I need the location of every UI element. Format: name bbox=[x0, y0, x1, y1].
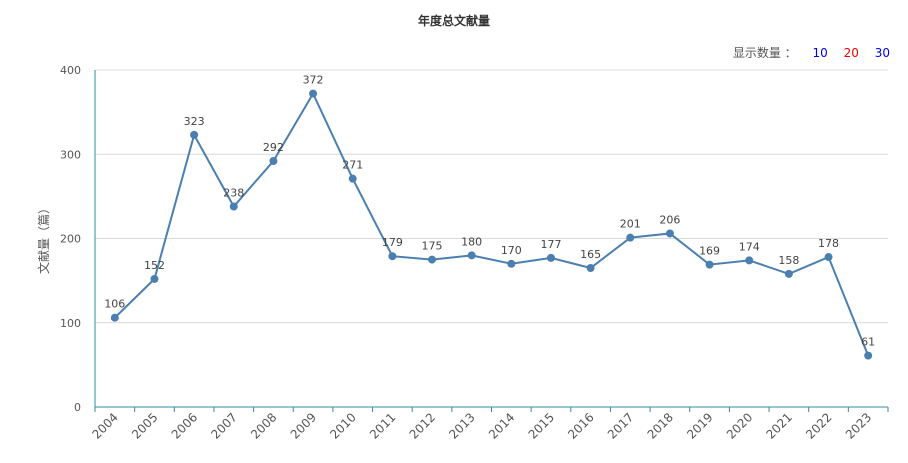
data-label: 175 bbox=[422, 240, 443, 253]
data-point bbox=[269, 156, 278, 165]
x-tick-label: 2010 bbox=[327, 410, 358, 441]
x-tick-label: 2016 bbox=[565, 410, 596, 441]
y-axis-label: 文献量（篇） bbox=[36, 202, 51, 274]
data-point bbox=[864, 351, 873, 360]
data-point bbox=[229, 202, 238, 211]
data-label: 106 bbox=[104, 298, 125, 311]
y-tick-label: 400 bbox=[60, 64, 81, 77]
data-label: 180 bbox=[461, 235, 482, 248]
x-tick-label: 2007 bbox=[208, 410, 239, 441]
x-tick-label: 2023 bbox=[843, 410, 874, 441]
data-label: 152 bbox=[144, 259, 165, 272]
data-point bbox=[784, 269, 793, 278]
data-point bbox=[705, 260, 714, 269]
data-point bbox=[546, 253, 555, 262]
data-point bbox=[745, 256, 754, 265]
data-point bbox=[665, 229, 674, 238]
data-point bbox=[586, 263, 595, 272]
data-label: 179 bbox=[382, 236, 403, 249]
data-label: 61 bbox=[861, 336, 875, 349]
x-tick-label: 2004 bbox=[89, 410, 120, 441]
display-count-option-10[interactable]: 10 bbox=[812, 46, 828, 60]
x-tick-label: 2013 bbox=[446, 410, 477, 441]
data-label: 201 bbox=[620, 218, 641, 231]
x-tick-label: 2019 bbox=[684, 410, 715, 441]
data-label: 174 bbox=[739, 240, 760, 253]
data-point bbox=[428, 255, 437, 264]
series-path bbox=[114, 91, 870, 356]
data-point bbox=[507, 259, 516, 268]
data-point bbox=[467, 251, 476, 260]
y-tick-label: 100 bbox=[60, 317, 81, 330]
x-tick-label: 2022 bbox=[803, 410, 834, 441]
data-point bbox=[190, 130, 199, 139]
grid-lines bbox=[95, 69, 888, 324]
data-label: 292 bbox=[263, 141, 284, 154]
data-point bbox=[388, 252, 397, 261]
data-label: 170 bbox=[501, 244, 522, 257]
display-count-selector: 显示数量 ： 10 20 30 bbox=[733, 44, 890, 61]
y-tick-label: 300 bbox=[60, 148, 81, 161]
x-tick-label: 2012 bbox=[407, 410, 438, 441]
data-label: 238 bbox=[223, 186, 244, 199]
x-tick-label: 2009 bbox=[288, 410, 319, 441]
data-point bbox=[309, 89, 318, 98]
x-tick-label: 2020 bbox=[724, 410, 755, 441]
x-tick-label: 2018 bbox=[645, 410, 676, 441]
x-tick-label: 2011 bbox=[367, 410, 398, 441]
data-label: 165 bbox=[580, 248, 601, 261]
x-tick-label: 2015 bbox=[526, 410, 557, 441]
x-tick-label: 2014 bbox=[486, 410, 517, 441]
data-point bbox=[150, 274, 159, 283]
series-line bbox=[110, 89, 873, 360]
x-tick-label: 2005 bbox=[129, 410, 160, 441]
display-count-label: 显示数量 ： bbox=[732, 46, 797, 60]
chart-title: 年度总文献量 bbox=[417, 14, 490, 28]
data-label: 323 bbox=[184, 115, 205, 128]
x-tick-label: 2008 bbox=[248, 410, 279, 441]
display-count-option-30[interactable]: 30 bbox=[874, 46, 890, 60]
x-tick-label: 2021 bbox=[763, 410, 794, 441]
data-labels: 106 152 323 238 292 372 271 179 175 180 170 177 165 2… bbox=[104, 74, 875, 349]
data-point bbox=[110, 313, 119, 322]
data-point bbox=[348, 174, 357, 183]
y-tick-label: 200 bbox=[60, 233, 81, 246]
y-tick-label: 0 bbox=[74, 401, 81, 414]
data-label: 372 bbox=[303, 74, 324, 87]
data-label: 271 bbox=[342, 159, 363, 172]
data-point bbox=[824, 253, 833, 262]
data-label: 177 bbox=[540, 238, 561, 251]
data-label: 169 bbox=[699, 245, 720, 258]
display-count-option-20[interactable]: 20 bbox=[843, 46, 859, 60]
data-point bbox=[626, 233, 635, 242]
data-label: 178 bbox=[818, 237, 839, 250]
data-label: 206 bbox=[659, 213, 680, 226]
x-tick-label: 2006 bbox=[169, 410, 200, 441]
data-label: 158 bbox=[778, 254, 799, 267]
x-tick-label: 2017 bbox=[605, 410, 636, 441]
